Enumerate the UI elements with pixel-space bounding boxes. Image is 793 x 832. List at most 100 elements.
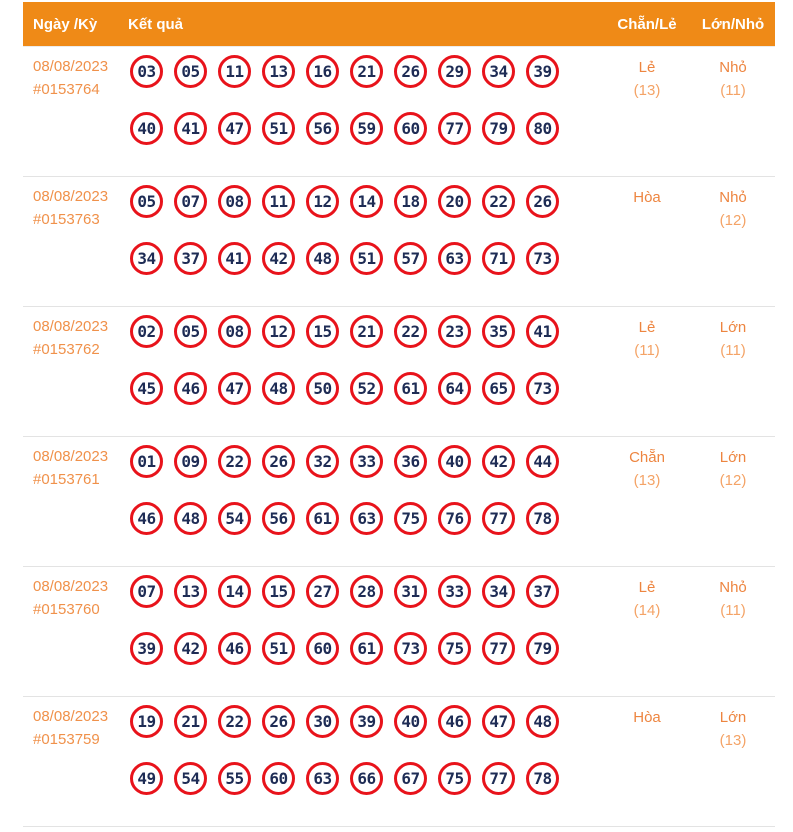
even-odd-cell: Lẻ (11): [603, 307, 691, 436]
lottery-ball: 18: [394, 185, 427, 218]
header-even-odd: Chẵn/Lẻ: [617, 15, 677, 33]
big-small-value: Lớn: [719, 449, 747, 466]
result-row: 08/08/2023 #0153763 05 07 08 11 12 14 18 20 22 26…: [23, 177, 775, 307]
lottery-ball: 12: [262, 315, 295, 348]
lottery-ball: 46: [218, 632, 251, 665]
lottery-ball: 45: [130, 372, 163, 405]
lottery-ball: 46: [174, 372, 207, 405]
numbers-line-2: 46 48 54 56 61 63 75 76 77 78: [130, 502, 603, 535]
lottery-ball: 08: [218, 185, 251, 218]
lottery-ball: 16: [306, 55, 339, 88]
result-row: 08/08/2023 #0153764 03 05 11 13 16 21 26 29 34 39…: [23, 47, 775, 177]
numbers-line-2: 39 42 46 51 60 61 73 75 77 79: [130, 632, 603, 665]
lottery-ball: 60: [262, 762, 295, 795]
draw-date: 08/08/2023: [33, 578, 109, 595]
lottery-ball: 55: [218, 762, 251, 795]
lottery-ball: 63: [350, 502, 383, 535]
lottery-ball: 48: [306, 242, 339, 275]
lottery-ball: 07: [174, 185, 207, 218]
lottery-ball: 11: [218, 55, 251, 88]
lottery-ball: 19: [130, 705, 163, 738]
lottery-ball: 22: [394, 315, 427, 348]
big-small-count: (11): [720, 342, 746, 359]
lottery-ball: 21: [350, 55, 383, 88]
even-odd-cell: Chẵn (13): [603, 437, 691, 566]
even-odd-count: (11): [634, 342, 660, 359]
lottery-ball: 80: [526, 112, 559, 145]
big-small-cell: Nhỏ (11): [691, 567, 775, 696]
lottery-ball: 39: [526, 55, 559, 88]
lottery-ball: 26: [394, 55, 427, 88]
lottery-ball: 20: [438, 185, 471, 218]
big-small-value: Nhỏ: [719, 189, 747, 206]
numbers-line-1: 19 21 22 26 30 39 40 46 47 48: [130, 705, 603, 738]
lottery-ball: 15: [262, 575, 295, 608]
numbers-line-1: 02 05 08 12 15 21 22 23 35 41: [130, 315, 603, 348]
even-odd-cell: Lẻ (13): [603, 47, 691, 176]
draw-date: 08/08/2023: [33, 188, 109, 205]
big-small-cell: Lớn (13): [691, 697, 775, 826]
big-small-value: Nhỏ: [719, 59, 747, 76]
lottery-ball: 26: [526, 185, 559, 218]
lottery-ball: 41: [526, 315, 559, 348]
lottery-ball: 60: [394, 112, 427, 145]
result-row: 08/08/2023 #0153761 01 09 22 26 32 33 36 40 42 44…: [23, 437, 775, 567]
even-odd-value: Chẵn: [629, 449, 665, 466]
even-odd-count: (13): [633, 82, 661, 99]
draw-date: 08/08/2023: [33, 708, 109, 725]
numbers-cell: 01 09 22 26 32 33 36 40 42 44 46 48 54 56 61 63 75 76 77 7…: [128, 437, 603, 566]
lottery-ball: 75: [438, 762, 471, 795]
numbers-line-2: 49 54 55 60 63 66 67 75 77 78: [130, 762, 603, 795]
lottery-ball: 42: [174, 632, 207, 665]
lottery-ball: 71: [482, 242, 515, 275]
lottery-ball: 64: [438, 372, 471, 405]
lottery-ball: 77: [482, 632, 515, 665]
even-odd-count: (14): [633, 602, 661, 619]
lottery-ball: 39: [350, 705, 383, 738]
draw-period: #0153759: [33, 730, 100, 748]
result-row: 08/08/2023 #0153762 02 05 08 12 15 21 22 23 35 41…: [23, 307, 775, 437]
even-odd-value: Lẻ: [638, 319, 656, 336]
lottery-ball: 61: [394, 372, 427, 405]
big-small-cell: Lớn (12): [691, 437, 775, 566]
keno-results-table: Ngày /Kỳ Kết quả Chẵn/Lẻ Lớn/Nhỏ 08/08/2…: [23, 0, 775, 827]
lottery-ball: 03: [130, 55, 163, 88]
lottery-ball: 54: [174, 762, 207, 795]
numbers-line-1: 07 13 14 15 27 28 31 33 34 37: [130, 575, 603, 608]
lottery-ball: 65: [482, 372, 515, 405]
lottery-ball: 40: [394, 705, 427, 738]
numbers-line-2: 40 41 47 51 56 59 60 77 79 80: [130, 112, 603, 145]
lottery-ball: 76: [438, 502, 471, 535]
lottery-ball: 46: [130, 502, 163, 535]
lottery-ball: 23: [438, 315, 471, 348]
numbers-line-1: 05 07 08 11 12 14 18 20 22 26: [130, 185, 603, 218]
lottery-ball: 42: [262, 242, 295, 275]
lottery-ball: 05: [174, 55, 207, 88]
numbers-cell: 05 07 08 11 12 14 18 20 22 26 34 37 41 42 48 51 57 63 71 7…: [128, 177, 603, 306]
header-big-small: Lớn/Nhỏ: [701, 15, 765, 33]
lottery-ball: 79: [526, 632, 559, 665]
lottery-ball: 26: [262, 705, 295, 738]
draw-date: 08/08/2023: [33, 448, 109, 465]
lottery-ball: 31: [394, 575, 427, 608]
even-odd-cell: Hòa: [603, 697, 691, 826]
lottery-ball: 34: [482, 55, 515, 88]
even-odd-count: [603, 209, 691, 232]
lottery-ball: 26: [262, 445, 295, 478]
lottery-ball: 78: [526, 502, 559, 535]
lottery-ball: 41: [218, 242, 251, 275]
even-odd-count: (13): [633, 472, 661, 489]
numbers-cell: 19 21 22 26 30 39 40 46 47 48 49 54 55 60 63 66 67 75 77 7…: [128, 697, 603, 826]
lottery-ball: 05: [174, 315, 207, 348]
draw-date: 08/08/2023: [33, 58, 109, 75]
lottery-ball: 77: [482, 502, 515, 535]
even-odd-cell: Lẻ (14): [603, 567, 691, 696]
lottery-ball: 47: [482, 705, 515, 738]
lottery-ball: 48: [526, 705, 559, 738]
lottery-ball: 50: [306, 372, 339, 405]
lottery-ball: 73: [526, 242, 559, 275]
big-small-count: (11): [720, 82, 746, 99]
draw-period: #0153764: [33, 80, 100, 98]
lottery-ball: 02: [130, 315, 163, 348]
numbers-cell: 07 13 14 15 27 28 31 33 34 37 39 42 46 51 60 61 73 75 77 7…: [128, 567, 603, 696]
